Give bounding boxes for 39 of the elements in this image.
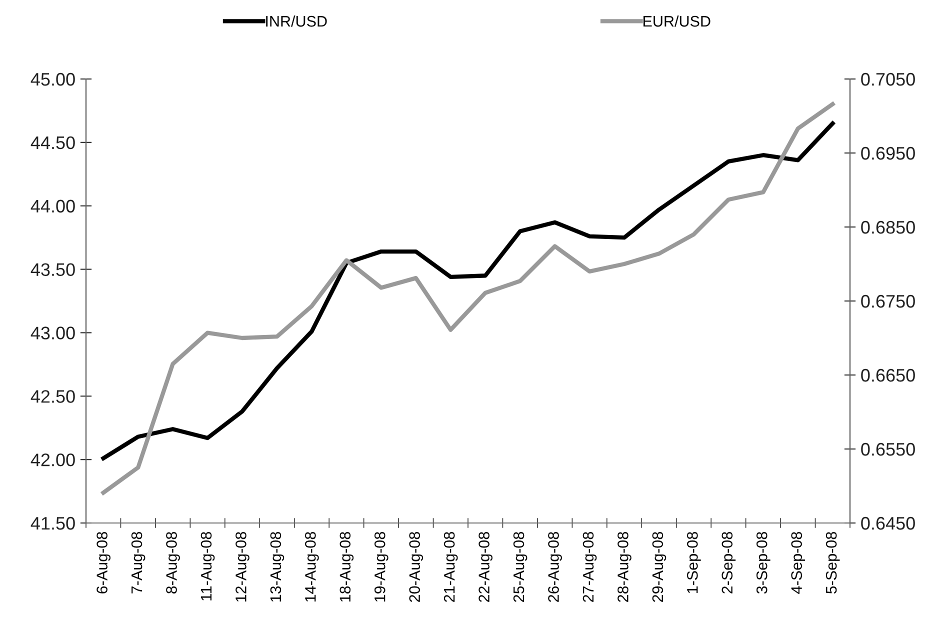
y2-tick-label: 0.6650 [861, 368, 915, 382]
y-tick-label: 43.00 [30, 326, 75, 340]
x-tick-label: 14-Aug-08 [305, 532, 319, 602]
x-tick-label: 8-Aug-08 [166, 532, 180, 594]
x-tick-label: 1-Sep-08 [687, 532, 701, 594]
x-tick-label: 27-Aug-08 [582, 532, 597, 602]
y2-tick-label: 0.6550 [861, 442, 915, 456]
y2-tick-label: 0.6950 [861, 146, 915, 160]
y2-tick-label: 0.6850 [861, 220, 915, 234]
x-tick-label: 4-Sep-08 [791, 532, 806, 594]
y2-tick-label: 0.6450 [861, 516, 915, 530]
legend-label: EUR/USD [644, 15, 710, 27]
x-tick-label: 20-Aug-08 [409, 532, 424, 602]
x-tick-label: 22-Aug-08 [478, 532, 492, 602]
x-tick-label: 25-Aug-08 [513, 532, 528, 602]
x-tick-label: 18-Aug-08 [340, 532, 354, 602]
x-tick-label: 19-Aug-08 [374, 532, 388, 602]
x-tick-label: 28-Aug-08 [618, 532, 632, 602]
legend-label: INR/USD [266, 15, 327, 27]
x-tick-label: 21-Aug-08 [444, 532, 458, 602]
x-tick-label: 2-Sep-08 [722, 532, 736, 594]
x-tick-label: 29-Aug-08 [652, 532, 666, 602]
x-tick-label: 11-Aug-08 [200, 532, 215, 600]
y-tick-label: 42.50 [30, 390, 75, 403]
y-tick-label: 45.00 [30, 72, 75, 86]
y-tick-label: 41.50 [30, 516, 75, 530]
x-tick-label: 13-Aug-08 [270, 532, 284, 602]
y-tick-label: 43.50 [30, 263, 75, 276]
y-tick-label: 44.50 [30, 136, 75, 150]
y2-tick-label: 0.6750 [861, 294, 915, 308]
x-tick-label: 6-Aug-08 [96, 532, 110, 594]
x-tick-label: 7-Aug-08 [131, 532, 146, 594]
x-tick-label: 26-Aug-08 [548, 532, 562, 602]
y-tick-label: 42.00 [30, 454, 75, 466]
y-tick-label: 44.00 [30, 200, 75, 213]
x-tick-label: 3-Sep-08 [756, 532, 770, 594]
y2-tick-label: 0.7050 [861, 72, 915, 86]
x-tick-label: 12-Aug-08 [236, 532, 250, 602]
x-tick-label: 5-Sep-08 [826, 532, 840, 594]
